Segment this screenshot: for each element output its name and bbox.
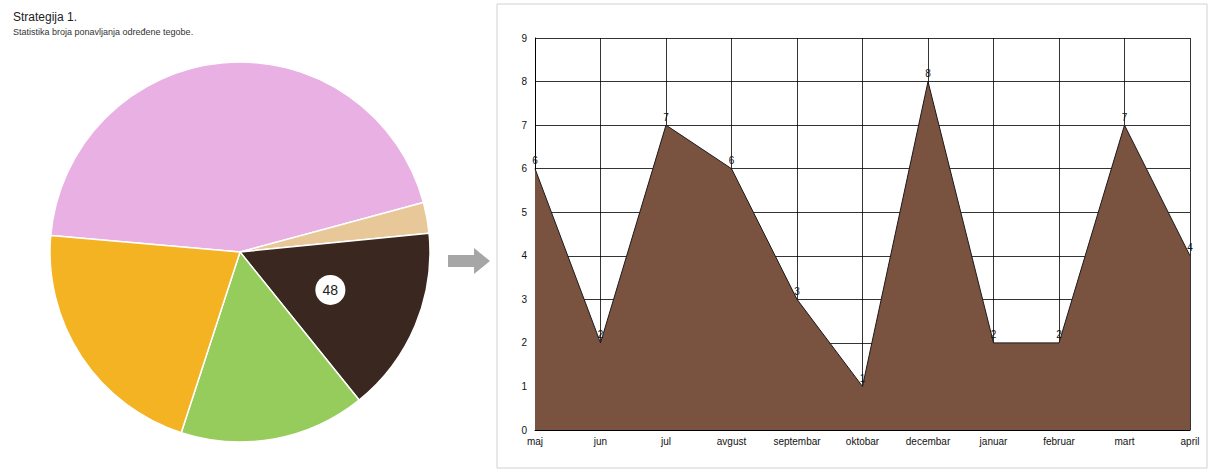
- svg-text:1: 1: [860, 373, 866, 384]
- svg-text:februar: februar: [1043, 436, 1075, 447]
- svg-text:8: 8: [521, 76, 527, 87]
- svg-text:4: 4: [1187, 242, 1193, 253]
- svg-text:7: 7: [521, 120, 527, 131]
- svg-text:2: 2: [598, 329, 604, 340]
- svg-text:9: 9: [521, 33, 527, 44]
- svg-text:avgust: avgust: [717, 436, 747, 447]
- svg-text:mart: mart: [1115, 436, 1135, 447]
- svg-text:7: 7: [663, 112, 669, 123]
- svg-text:3: 3: [794, 286, 800, 297]
- svg-text:7: 7: [1122, 112, 1128, 123]
- svg-text:0: 0: [521, 425, 527, 436]
- svg-text:decembar: decembar: [906, 436, 951, 447]
- svg-text:6: 6: [729, 155, 735, 166]
- svg-text:jun: jun: [593, 436, 607, 447]
- svg-text:5: 5: [521, 207, 527, 218]
- svg-text:2: 2: [1056, 329, 1062, 340]
- svg-text:6: 6: [521, 163, 527, 174]
- svg-text:48: 48: [323, 282, 339, 298]
- svg-text:maj: maj: [527, 436, 543, 447]
- svg-text:oktobar: oktobar: [846, 436, 880, 447]
- svg-text:2: 2: [991, 329, 997, 340]
- svg-text:jul: jul: [660, 436, 671, 447]
- svg-text:april: april: [1181, 436, 1200, 447]
- svg-text:8: 8: [925, 68, 931, 79]
- svg-text:Strategija 1.: Strategija 1.: [13, 10, 77, 24]
- svg-text:septembar: septembar: [773, 436, 821, 447]
- svg-text:4: 4: [521, 250, 527, 261]
- svg-text:januar: januar: [979, 436, 1008, 447]
- svg-text:3: 3: [521, 294, 527, 305]
- svg-text:1: 1: [521, 381, 527, 392]
- svg-text:2: 2: [521, 337, 527, 348]
- svg-text:Statistika broja ponavljanja o: Statistika broja ponavljanja određene te…: [13, 27, 193, 37]
- svg-text:6: 6: [532, 155, 538, 166]
